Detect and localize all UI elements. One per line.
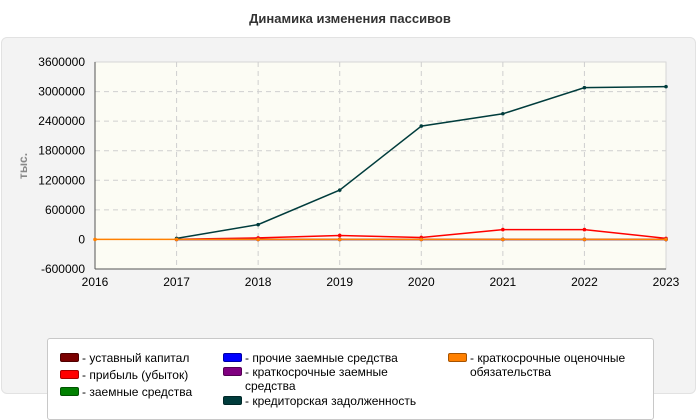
y-tick-label: -600000 [41, 262, 85, 276]
y-tick-label: 1800000 [38, 144, 85, 158]
legend-label: краткосрочные оценочные обязательства [470, 351, 645, 379]
data-point [256, 222, 260, 227]
data-point [93, 237, 97, 242]
data-point [501, 227, 505, 232]
legend-item: прочие заемные средства [223, 351, 423, 365]
data-point [174, 237, 179, 242]
x-tick-label: 2021 [490, 275, 517, 289]
legend: уставный капитал прибыль (убыток) заемны… [47, 338, 654, 420]
data-point [419, 124, 424, 128]
legend-item: прибыль (убыток) [60, 368, 220, 382]
x-tick-label: 2017 [163, 275, 190, 289]
legend-label: заемные средства [82, 385, 192, 399]
data-point [582, 237, 587, 242]
legend-label: прибыль (убыток) [82, 368, 188, 382]
legend-swatch [223, 367, 242, 376]
x-tick-label: 2018 [245, 275, 272, 289]
data-point [582, 227, 587, 232]
data-point [256, 237, 260, 242]
data-point [582, 85, 587, 90]
data-point [337, 237, 342, 242]
data-point [664, 84, 668, 89]
chart-panel: -600000 0 600000 1200000 1800000 2400000 30000… [1, 37, 696, 420]
x-tick-label: 2020 [408, 275, 435, 289]
legend-item: краткосрочные оценочные обязательства [448, 351, 648, 379]
y-tick-label: 600000 [45, 203, 85, 217]
legend-label: краткосрочные заемные средства [245, 365, 405, 393]
y-tick-label: 1200000 [38, 173, 85, 187]
data-point [501, 237, 505, 242]
legend-item: кредиторская задолженность [223, 394, 453, 408]
legend-item: краткосрочные заемные средства [223, 365, 423, 393]
x-tick-labels: 2016 2017 2018 2019 2020 2021 2022 2023 [82, 275, 680, 289]
data-point [664, 237, 668, 242]
legend-label: уставный капитал [82, 351, 189, 365]
y-axis-label: тыс. [16, 153, 30, 179]
legend-swatch [223, 396, 242, 405]
x-tick-label: 2016 [82, 275, 109, 289]
data-point [419, 237, 424, 242]
y-tick-label: 3600000 [38, 55, 85, 69]
y-tick-label: 2400000 [38, 114, 85, 128]
data-point [337, 233, 342, 238]
chart-title: Динамика изменения пассивов [249, 11, 451, 26]
data-point [337, 188, 342, 192]
legend-swatch [60, 387, 79, 396]
x-tick-label: 2022 [571, 275, 598, 289]
series-lines [93, 84, 668, 242]
legend-item: уставный капитал [60, 351, 220, 365]
x-tick-label: 2019 [326, 275, 353, 289]
plot-area [94, 61, 667, 270]
legend-swatch [60, 370, 79, 379]
legend-label: прочие заемные средства [245, 351, 397, 365]
legend-swatch [60, 353, 79, 362]
x-tick-label: 2023 [653, 275, 680, 289]
y-tick-label: 0 [78, 232, 85, 246]
legend-swatch [223, 353, 242, 362]
line-chart: -600000 0 600000 1200000 1800000 2400000 30000… [16, 55, 680, 289]
data-point [501, 111, 505, 116]
legend-item: заемные средства [60, 385, 220, 399]
y-tick-labels: -600000 0 600000 1200000 1800000 2400000 30000… [38, 55, 85, 276]
y-tick-label: 3000000 [38, 85, 85, 99]
legend-swatch [448, 353, 467, 362]
legend-label: кредиторская задолженность [245, 394, 416, 408]
